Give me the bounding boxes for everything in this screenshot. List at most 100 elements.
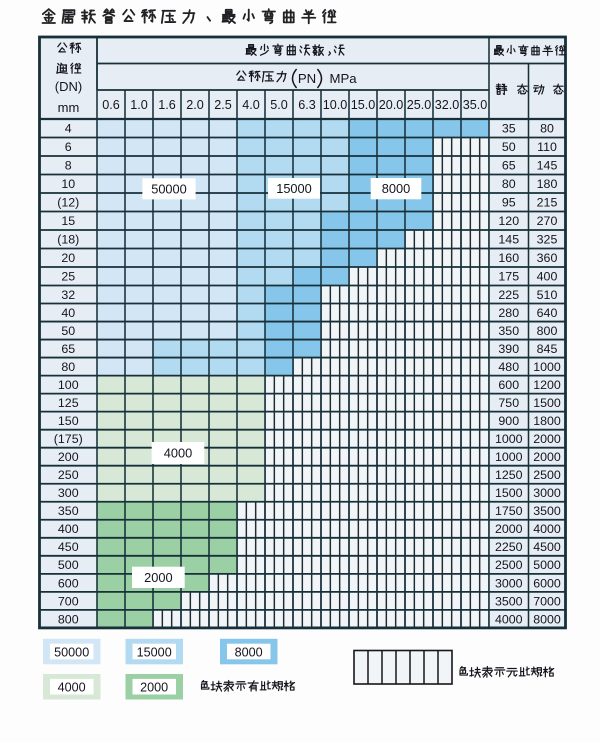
svg-text:6.3: 6.3 bbox=[298, 98, 316, 112]
svg-text:390: 390 bbox=[498, 342, 519, 356]
svg-text:4: 4 bbox=[65, 122, 72, 136]
svg-text:50000: 50000 bbox=[54, 645, 89, 659]
svg-text:(12): (12) bbox=[57, 196, 79, 210]
svg-text:215: 215 bbox=[537, 196, 558, 210]
svg-text:35.0: 35.0 bbox=[463, 98, 488, 112]
svg-text:0.6: 0.6 bbox=[102, 98, 120, 112]
svg-text:3500: 3500 bbox=[495, 594, 523, 608]
svg-text:500: 500 bbox=[58, 558, 79, 572]
svg-text:1200: 1200 bbox=[533, 378, 561, 392]
svg-text:845: 845 bbox=[537, 342, 558, 356]
svg-text:7000: 7000 bbox=[533, 594, 561, 608]
svg-text:(DN): (DN) bbox=[55, 79, 82, 94]
svg-text:300: 300 bbox=[58, 486, 79, 500]
svg-text:PN: PN bbox=[298, 71, 316, 86]
svg-text:145: 145 bbox=[498, 233, 519, 247]
svg-text:350: 350 bbox=[498, 324, 519, 338]
svg-text:15: 15 bbox=[61, 214, 75, 228]
svg-text:2000: 2000 bbox=[533, 450, 561, 464]
svg-text:1800: 1800 bbox=[533, 414, 561, 428]
svg-text:200: 200 bbox=[58, 450, 79, 464]
svg-text:2000: 2000 bbox=[144, 570, 172, 585]
svg-text:2000: 2000 bbox=[140, 681, 168, 695]
svg-text:32.0: 32.0 bbox=[435, 98, 460, 112]
svg-text:1000: 1000 bbox=[533, 360, 561, 374]
svg-text:15000: 15000 bbox=[276, 181, 312, 196]
svg-text:MPa: MPa bbox=[330, 71, 358, 86]
svg-text:3500: 3500 bbox=[533, 504, 561, 518]
svg-text:120: 120 bbox=[498, 214, 519, 228]
svg-text:25: 25 bbox=[61, 270, 75, 284]
svg-text:2000: 2000 bbox=[495, 522, 523, 536]
svg-text:400: 400 bbox=[537, 270, 558, 284]
svg-text:175: 175 bbox=[498, 270, 519, 284]
svg-text:25.0: 25.0 bbox=[407, 98, 432, 112]
svg-text:15.0: 15.0 bbox=[351, 98, 376, 112]
svg-text:600: 600 bbox=[58, 576, 79, 590]
svg-text:100: 100 bbox=[58, 378, 79, 392]
svg-text:50000: 50000 bbox=[151, 181, 187, 196]
svg-text:35: 35 bbox=[502, 122, 516, 136]
svg-text:125: 125 bbox=[58, 396, 79, 410]
svg-text:65: 65 bbox=[502, 159, 516, 173]
svg-text:6000: 6000 bbox=[533, 576, 561, 590]
svg-text:800: 800 bbox=[58, 612, 79, 626]
svg-text:80: 80 bbox=[540, 122, 554, 136]
svg-text:160: 160 bbox=[498, 251, 519, 265]
svg-text:10.0: 10.0 bbox=[323, 98, 348, 112]
svg-text:325: 325 bbox=[537, 233, 558, 247]
svg-text:15000: 15000 bbox=[137, 645, 172, 659]
svg-text:1750: 1750 bbox=[495, 504, 523, 518]
svg-text:700: 700 bbox=[58, 594, 79, 608]
svg-text:95: 95 bbox=[502, 196, 516, 210]
svg-text:4000: 4000 bbox=[533, 522, 561, 536]
svg-text:180: 180 bbox=[537, 177, 558, 191]
svg-text:145: 145 bbox=[537, 159, 558, 173]
svg-text:750: 750 bbox=[498, 396, 519, 410]
svg-text:8000: 8000 bbox=[533, 612, 561, 626]
svg-text:270: 270 bbox=[537, 214, 558, 228]
svg-text:4000: 4000 bbox=[58, 681, 86, 695]
svg-text:65: 65 bbox=[61, 342, 75, 356]
svg-text:150: 150 bbox=[58, 414, 79, 428]
svg-text:4.0: 4.0 bbox=[242, 98, 260, 112]
svg-text:2250: 2250 bbox=[495, 540, 523, 554]
svg-text:450: 450 bbox=[58, 540, 79, 554]
svg-text:1.6: 1.6 bbox=[158, 98, 176, 112]
svg-text:10: 10 bbox=[61, 177, 75, 191]
svg-text:640: 640 bbox=[537, 306, 558, 320]
svg-text:2500: 2500 bbox=[533, 468, 561, 482]
svg-text:110: 110 bbox=[537, 140, 557, 154]
svg-text:4000: 4000 bbox=[495, 612, 523, 626]
svg-text:50: 50 bbox=[502, 140, 516, 154]
svg-text:32: 32 bbox=[61, 288, 75, 302]
svg-text:400: 400 bbox=[58, 522, 79, 536]
svg-text:280: 280 bbox=[498, 306, 519, 320]
svg-text:3000: 3000 bbox=[495, 576, 523, 590]
svg-text:1.0: 1.0 bbox=[130, 98, 148, 112]
svg-text:(18): (18) bbox=[57, 233, 79, 247]
svg-text:900: 900 bbox=[498, 414, 519, 428]
svg-text:4500: 4500 bbox=[533, 540, 561, 554]
svg-text:6: 6 bbox=[65, 140, 72, 154]
svg-text:2.5: 2.5 bbox=[214, 98, 232, 112]
svg-text:20.0: 20.0 bbox=[379, 98, 404, 112]
svg-text:360: 360 bbox=[537, 251, 558, 265]
svg-text:80: 80 bbox=[61, 360, 75, 374]
svg-text:1000: 1000 bbox=[495, 432, 523, 446]
svg-text:3000: 3000 bbox=[533, 486, 561, 500]
svg-text:50: 50 bbox=[61, 324, 75, 338]
svg-text:1500: 1500 bbox=[495, 486, 523, 500]
svg-text:800: 800 bbox=[537, 324, 558, 338]
svg-text:2.0: 2.0 bbox=[186, 98, 204, 112]
svg-text:5.0: 5.0 bbox=[270, 98, 288, 112]
svg-text:40: 40 bbox=[61, 306, 75, 320]
svg-text:1000: 1000 bbox=[495, 450, 523, 464]
svg-text:225: 225 bbox=[498, 288, 519, 302]
svg-text:20: 20 bbox=[61, 251, 75, 265]
svg-text:8: 8 bbox=[65, 159, 72, 173]
svg-text:(175): (175) bbox=[54, 432, 83, 446]
svg-text:4000: 4000 bbox=[164, 446, 192, 461]
svg-text:250: 250 bbox=[58, 468, 79, 482]
svg-text:1250: 1250 bbox=[495, 468, 523, 482]
